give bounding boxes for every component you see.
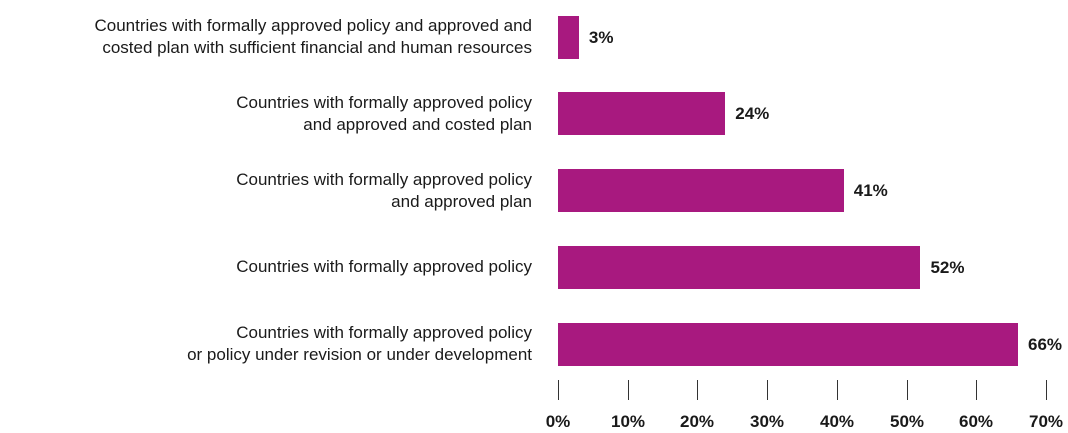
category-label-line: Countries with formally approved policy … (94, 16, 532, 35)
x-axis-tick-label: 20% (679, 412, 715, 431)
value-label: 41% (853, 181, 888, 200)
category-label-line: and approved and costed plan (303, 114, 532, 134)
x-axis-tick-label: 70% (1028, 412, 1064, 431)
x-axis-tick-label: 40% (819, 412, 855, 431)
x-axis-tick (558, 380, 559, 400)
bar (558, 92, 726, 136)
category-label: Countries with formally approved policy (0, 256, 532, 278)
x-axis-tick (767, 380, 768, 400)
category-label-line: Countries with formally approved policy (236, 92, 532, 112)
value-label: 3% (588, 27, 614, 47)
x-axis-tick (837, 380, 838, 400)
x-axis-tick (1046, 380, 1047, 400)
value-label: 66% (1028, 334, 1063, 354)
x-axis-tick-label: 10% (610, 412, 646, 431)
category-label: Countries with formally approved policy a… (0, 92, 532, 136)
bar (558, 245, 921, 289)
category-label-line: and approved plan (391, 191, 532, 211)
bar (558, 322, 1019, 366)
category-label-line: Countries with formally approved policy (236, 323, 532, 342)
x-axis-tick (628, 380, 629, 400)
category-label-line: or policy under revision or under develo… (187, 345, 532, 364)
category-label: Countries with formally approved policy o… (0, 322, 532, 366)
category-label-line: Countries with formally approved policy (236, 257, 532, 277)
x-axis-tick-label: 50% (889, 412, 925, 431)
category-label: Countries with formally approved policy … (0, 15, 532, 59)
x-axis-tick-label: 60% (958, 412, 994, 431)
category-label-line: Countries with formally approved policy (236, 169, 532, 189)
x-axis-tick (976, 380, 977, 400)
category-label: Countries with formally approved policy a… (0, 169, 532, 213)
x-axis-tick-label: 0% (545, 412, 571, 431)
bar (558, 15, 579, 59)
bar (558, 169, 844, 212)
x-axis-tick-label: 30% (749, 412, 785, 431)
value-label: 52% (930, 257, 965, 277)
x-axis-tick (907, 380, 908, 400)
category-label-line: costed plan with sufficient financial an… (102, 38, 532, 57)
value-label: 24% (735, 104, 770, 124)
x-axis-tick (697, 380, 698, 400)
